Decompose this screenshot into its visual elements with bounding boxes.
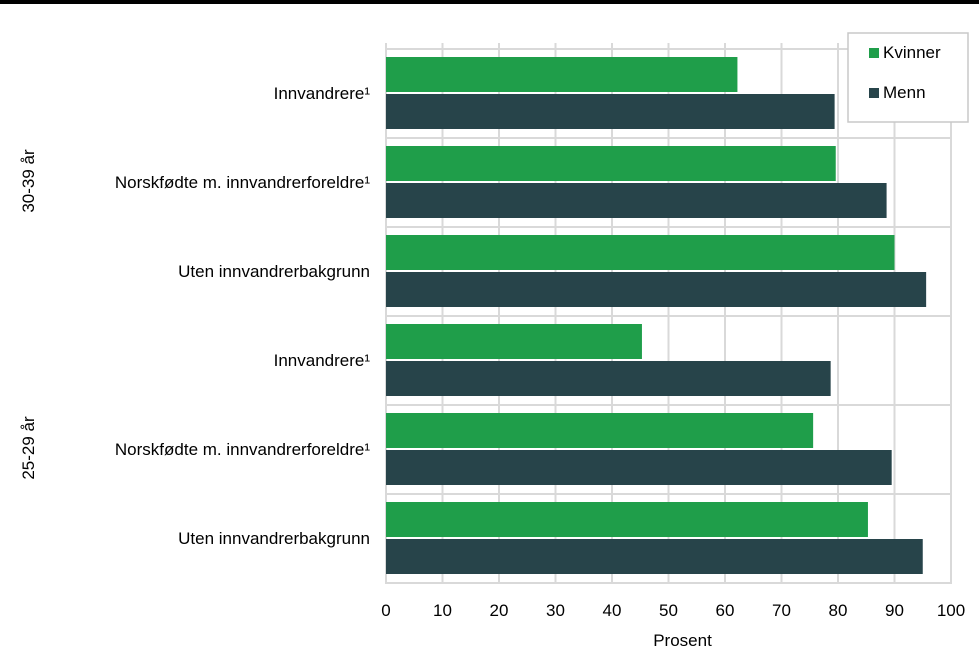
x-tick-label: 0 — [381, 601, 390, 620]
top-rule — [0, 0, 979, 4]
x-tick-label: 60 — [716, 601, 735, 620]
bar-menn-1 — [386, 183, 887, 218]
x-tick-label: 10 — [433, 601, 452, 620]
bar-menn-5 — [386, 539, 923, 574]
category-labels: Innvandrere¹ Norskfødte m. innvandrerfore… — [115, 84, 370, 548]
grid-lines — [385, 43, 952, 584]
x-tick-label: 20 — [490, 601, 509, 620]
legend-swatch — [869, 88, 879, 98]
x-tick-label: 70 — [772, 601, 791, 620]
bar-menn-3 — [386, 361, 831, 396]
bar-menn-4 — [386, 450, 892, 485]
x-tick-label: 40 — [603, 601, 622, 620]
category-label: Uten innvandrerbakgrunn — [178, 262, 370, 281]
bar-kvinner-3 — [386, 324, 642, 359]
legend-label: Kvinner — [883, 43, 941, 62]
category-label: Uten innvandrerbakgrunn — [178, 529, 370, 548]
bar-kvinner-5 — [386, 502, 868, 537]
x-tick-label: 80 — [829, 601, 848, 620]
group-label: 25-29 år — [19, 416, 38, 480]
bar-menn-0 — [386, 94, 835, 129]
x-axis-title: Prosent — [653, 631, 712, 650]
bar-kvinner-2 — [386, 235, 895, 270]
bar-menn-2 — [386, 272, 927, 307]
x-tick-label: 30 — [546, 601, 565, 620]
legend-label: Menn — [883, 83, 926, 102]
category-label: Innvandrere¹ — [274, 84, 371, 103]
bars — [386, 57, 927, 574]
bar-kvinner-4 — [386, 413, 814, 448]
legend-box — [847, 32, 969, 123]
bar-kvinner-1 — [386, 146, 836, 181]
x-tick-label: 50 — [659, 601, 678, 620]
x-tick-label: 90 — [885, 601, 904, 620]
bar-kvinner-0 — [386, 57, 738, 92]
category-label: Norskfødte m. innvandrerforeldre¹ — [115, 173, 370, 192]
category-label: Norskfødte m. innvandrerforeldre¹ — [115, 440, 370, 459]
group-label: 30-39 år — [19, 149, 38, 213]
category-label: Innvandrere¹ — [274, 351, 371, 370]
legend: Kvinner Menn — [847, 32, 969, 123]
legend-swatch — [869, 48, 879, 58]
x-tick-label: 100 — [937, 601, 965, 620]
x-tick-labels: 0 10 20 30 40 50 60 70 80 90 100 — [381, 601, 965, 620]
group-labels: 30-39 år 25-29 år — [19, 149, 38, 480]
